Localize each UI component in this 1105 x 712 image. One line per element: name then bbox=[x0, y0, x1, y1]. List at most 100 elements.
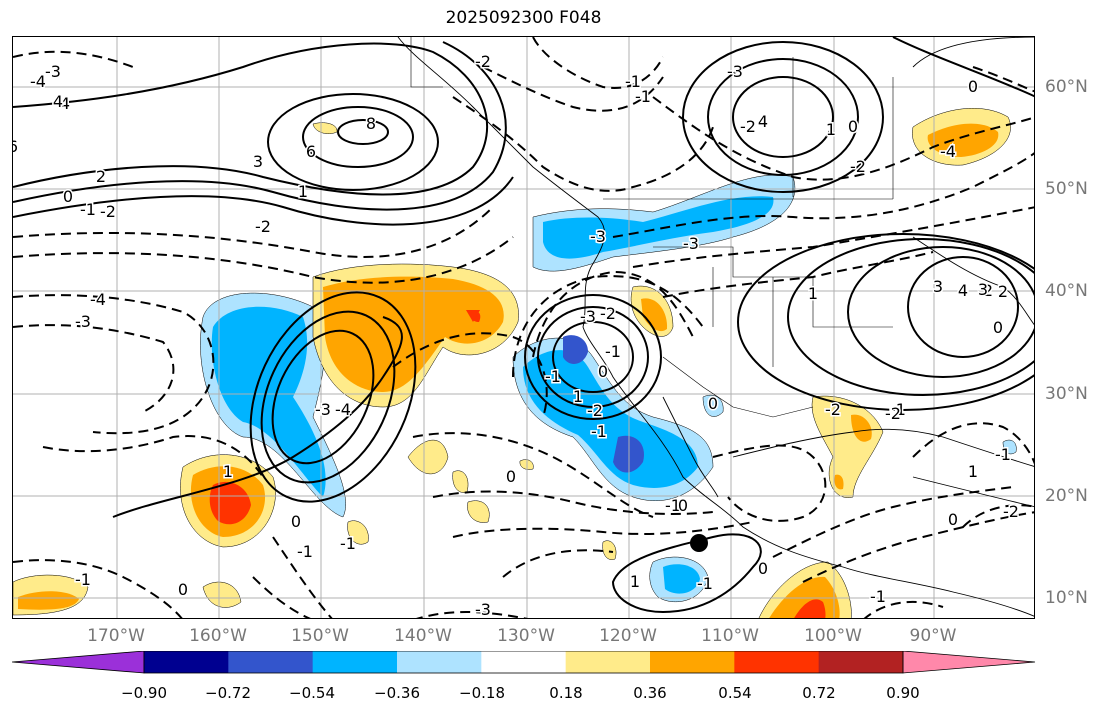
contour-label-layer: 86643210-1-2-2-3-44-3-4-3-2-10-11-3-3-3-… bbox=[13, 51, 1020, 619]
contour-line bbox=[552, 321, 634, 393]
contour-label: 1 bbox=[573, 387, 583, 406]
contour-line bbox=[482, 66, 664, 112]
contour-label: -2 bbox=[475, 52, 491, 71]
shading-layer bbox=[13, 108, 1017, 618]
contour-label: -3 bbox=[315, 400, 331, 419]
map-panel: 86643210-1-2-2-3-44-3-4-3-2-10-11-3-3-3-… bbox=[12, 36, 1035, 619]
contour-line bbox=[863, 600, 944, 618]
lon-label-140w: 140°W bbox=[394, 626, 452, 646]
contour-label: -3 bbox=[45, 62, 61, 81]
colorbar-swatch bbox=[902, 651, 1036, 674]
contour-line bbox=[260, 310, 396, 484]
lon-label-170w: 170°W bbox=[87, 626, 145, 646]
lon-label-150w: 150°W bbox=[291, 626, 349, 646]
contour-line bbox=[962, 504, 1034, 528]
contour-label: -2 bbox=[100, 202, 116, 221]
contour-line bbox=[13, 50, 134, 68]
lat-label-40n: 40°N bbox=[1045, 281, 1088, 301]
coastline bbox=[662, 396, 719, 498]
positive-anomaly-area bbox=[467, 500, 490, 523]
storm-center-marker bbox=[690, 534, 708, 552]
contour-label: 3 bbox=[253, 152, 263, 171]
colorbar-tick-label: 0.36 bbox=[633, 684, 667, 702]
contour-label: 2 bbox=[983, 281, 993, 300]
contour-label: -1 bbox=[591, 422, 607, 441]
negative-contours bbox=[13, 37, 1034, 618]
lat-label-60n: 60°N bbox=[1045, 77, 1088, 97]
contour-label: -4 bbox=[30, 72, 46, 91]
contour-line bbox=[707, 58, 859, 176]
contour-line bbox=[611, 533, 762, 614]
colorbar-tick-label: −0.18 bbox=[459, 684, 505, 702]
negative-anomaly-area bbox=[543, 196, 774, 259]
contour-label: 4 bbox=[758, 112, 768, 131]
contour-label: 4 bbox=[53, 92, 63, 111]
colorbar-swatch bbox=[144, 651, 229, 673]
coastline bbox=[732, 428, 1034, 467]
negative-anomaly-area bbox=[663, 564, 700, 594]
contour-label: -3 bbox=[727, 62, 743, 81]
contour-label: 0 bbox=[178, 580, 188, 599]
lat-label-10n: 10°N bbox=[1045, 588, 1088, 608]
contour-label: -1 bbox=[340, 534, 356, 553]
contour-line bbox=[524, 294, 662, 420]
contour-label: -1 bbox=[625, 72, 641, 91]
contour-line bbox=[392, 332, 548, 418]
lon-label-100w: 100°W bbox=[804, 626, 862, 646]
lat-label-20n: 20°N bbox=[1045, 486, 1088, 506]
contour-label: 6 bbox=[13, 137, 18, 156]
colorbar-tick-label: 0.18 bbox=[549, 684, 583, 702]
contour-label: -1 bbox=[697, 574, 713, 593]
contour-label: 1 bbox=[630, 572, 640, 591]
contour-line bbox=[737, 233, 1034, 411]
contour-line bbox=[632, 206, 1034, 268]
contour-label: 0 bbox=[291, 512, 301, 531]
contour-line bbox=[847, 246, 1034, 378]
contour-label: 1 bbox=[826, 120, 836, 139]
contour-label: 0 bbox=[598, 362, 608, 381]
contour-label: -2 bbox=[825, 400, 841, 419]
contour-label: -4 bbox=[940, 142, 956, 161]
contour-line bbox=[787, 238, 1034, 396]
contour-label: -2 bbox=[740, 117, 756, 136]
lat-label-30n: 30°N bbox=[1045, 384, 1088, 404]
contour-line bbox=[802, 511, 1034, 583]
contour-label: -2 bbox=[255, 217, 271, 236]
contour-line bbox=[13, 324, 175, 413]
contour-label: -4 bbox=[90, 290, 106, 309]
colorbar-tick-label: 0.54 bbox=[718, 684, 752, 702]
contour-label: 1 bbox=[298, 182, 308, 201]
colorbar-outline bbox=[143, 651, 904, 674]
contour-line bbox=[682, 41, 884, 193]
contour-label: 0 bbox=[758, 559, 768, 578]
contour-line bbox=[907, 256, 1019, 358]
contour-line bbox=[712, 444, 827, 522]
contour-label: 1 bbox=[223, 462, 233, 481]
contour-label: 3 bbox=[978, 280, 988, 299]
contour-label: -3 bbox=[75, 312, 91, 331]
contour-label: 0 bbox=[678, 496, 688, 515]
contour-line bbox=[112, 316, 403, 518]
contour-line bbox=[972, 66, 1034, 93]
contour-label: -1 bbox=[995, 445, 1011, 464]
contour-label: -3 bbox=[580, 307, 596, 326]
contour-line bbox=[412, 432, 654, 518]
lat-label-50n: 50°N bbox=[1045, 179, 1088, 199]
positive-anomaly-area bbox=[347, 520, 369, 545]
contour-line bbox=[249, 291, 417, 503]
contour-line bbox=[13, 294, 215, 435]
contour-label: -1 bbox=[297, 542, 313, 561]
contour-line bbox=[272, 536, 333, 618]
lon-label-160w: 160°W bbox=[189, 626, 247, 646]
negative-anomaly-area bbox=[563, 335, 588, 364]
negative-anomaly-area bbox=[613, 435, 644, 473]
map-title: 2025092300 F048 bbox=[445, 8, 602, 28]
colorbar-tick-label: −0.36 bbox=[374, 684, 420, 702]
contour-line bbox=[512, 275, 704, 378]
colorbar-swatch bbox=[397, 651, 482, 673]
contour-label: -1 bbox=[605, 342, 621, 361]
map-canvas: 86643210-1-2-2-3-44-3-4-3-2-10-11-3-3-3-… bbox=[13, 37, 1034, 619]
positive-anomaly-area bbox=[312, 122, 338, 134]
contour-label: -2 bbox=[587, 401, 603, 420]
contour-label: -2 bbox=[600, 304, 616, 323]
